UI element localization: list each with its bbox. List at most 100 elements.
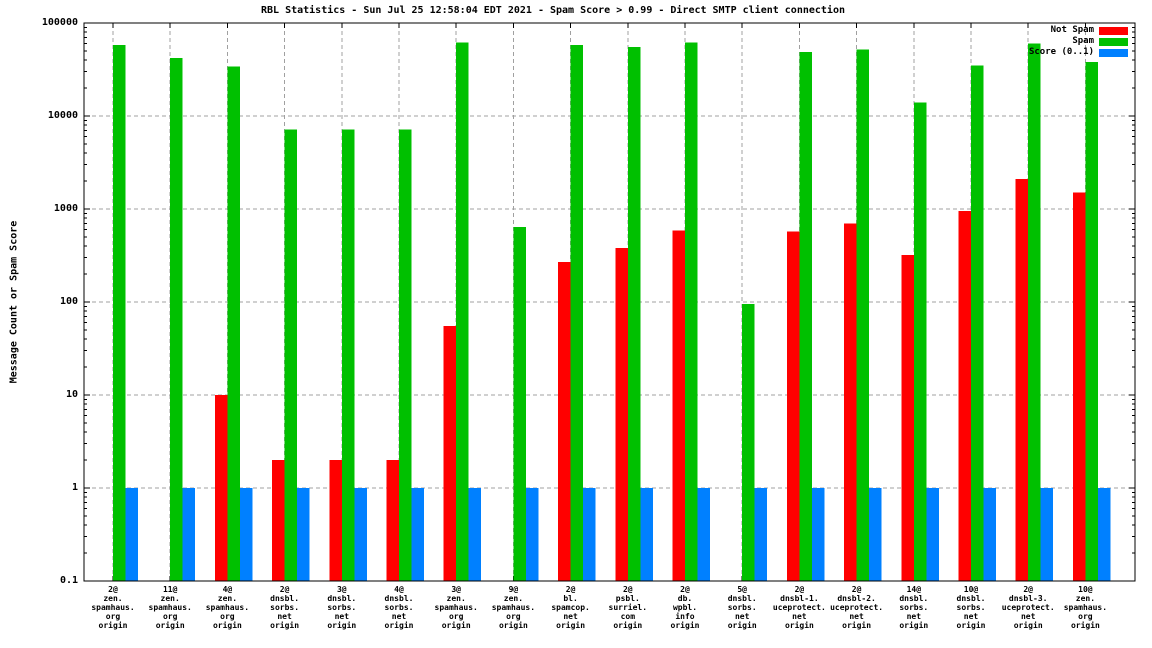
x-category-line: origin	[155, 621, 185, 630]
x-category-line: net	[1020, 612, 1036, 621]
x-category-line: dnsbl.	[270, 594, 300, 603]
x-category-line: 10@	[1078, 585, 1093, 594]
bar-spam	[913, 102, 927, 581]
x-category-line: origin	[556, 621, 586, 630]
x-category-line: 2@	[680, 585, 690, 594]
x-category-label: 5@ dnsbl. sorbs. net origin	[696, 585, 788, 630]
x-category-line: origin	[270, 621, 300, 630]
bar-score	[354, 488, 367, 581]
x-category-line: zen.	[160, 594, 180, 603]
x-category-line: 9@	[508, 585, 519, 594]
x-category-label: 9@ zen. spamhaus. org origin	[467, 585, 559, 630]
x-category-line: surriel.	[608, 603, 648, 612]
bar-score	[468, 488, 482, 581]
x-category-line: net	[792, 612, 807, 621]
bar-spam	[1085, 62, 1098, 581]
x-category-line: dnsbl.	[727, 594, 757, 603]
x-category-line: spamhaus.	[434, 603, 478, 612]
x-category-label: 2@ bl. spamcop. net origin	[525, 585, 617, 630]
bar-not-spam	[214, 395, 228, 581]
x-category-line: origin	[212, 621, 242, 630]
x-category-line: org	[162, 612, 178, 621]
legend-row: Not Spam	[1029, 25, 1128, 36]
x-category-line: origin	[613, 621, 643, 630]
x-category-line: net	[963, 612, 979, 621]
x-category-line: 14@	[906, 585, 922, 594]
bar-spam	[1028, 43, 1041, 581]
legend-row: Spam	[1029, 36, 1128, 47]
x-category-line: zen.	[1075, 594, 1096, 603]
x-category-line: origin	[727, 621, 757, 630]
x-category-label: 2@ zen. spamhaus. org origin	[67, 585, 159, 630]
x-category-line: origin	[784, 621, 814, 630]
x-category-label: 10@ dnsbl. sorbs. net origin	[925, 585, 1017, 630]
x-category-line: 11@	[162, 585, 178, 594]
x-category-line: net	[734, 612, 750, 621]
x-category-line: zen.	[446, 594, 466, 603]
x-category-line: 2@	[794, 585, 805, 594]
x-category-line: origin	[1013, 621, 1043, 630]
bar-spam	[399, 129, 412, 582]
x-category-line: origin	[1070, 621, 1100, 630]
legend-label: Score (0..1)	[1028, 47, 1094, 57]
x-category-line: bl.	[563, 594, 578, 603]
x-category-label: 2@ dnsbl-1. uceprotect. net origin	[753, 585, 845, 630]
x-category-label: 14@ dnsbl. sorbs. net origin	[868, 585, 960, 630]
y-tick-label: 1	[71, 482, 78, 493]
x-category-label: 2@ dnsbl. sorbs. net origin	[239, 585, 331, 630]
x-category-line: 2@	[851, 585, 862, 594]
x-category-line: dnsbl.	[327, 594, 357, 603]
legend-swatch-not-spam	[1099, 26, 1128, 35]
legend-label: Spam	[1072, 36, 1094, 46]
x-category-line: org	[448, 612, 464, 621]
bar-spam	[341, 129, 355, 582]
bar-spam	[170, 58, 183, 581]
bar-spam	[113, 45, 126, 581]
bar-spam	[513, 227, 526, 581]
x-category-line: 2@	[565, 585, 576, 594]
bar-not-spam	[558, 261, 571, 581]
y-tick-label: 1000	[53, 203, 78, 214]
bar-not-spam	[958, 211, 971, 581]
x-category-line: 3@	[336, 585, 347, 594]
x-category-line: spamhaus.	[1063, 603, 1108, 612]
x-category-line: zen.	[103, 594, 123, 603]
bar-not-spam	[672, 230, 685, 581]
bar-spam	[742, 304, 755, 581]
x-category-line: com	[620, 612, 636, 621]
bar-score	[811, 488, 825, 581]
x-category-line: 2@	[622, 585, 633, 594]
x-category-line: spamhaus.	[91, 603, 135, 612]
bar-score	[583, 488, 596, 581]
x-category-line: origin	[670, 621, 700, 630]
x-category-label: 3@ dnsbl. sorbs. net origin	[296, 585, 388, 630]
bar-score	[697, 488, 710, 581]
x-category-line: sorbs.	[384, 603, 414, 612]
x-category-line: uceprotect.	[830, 603, 884, 612]
x-category-line: zen.	[503, 594, 524, 603]
x-category-line: dnsbl-2.	[837, 594, 876, 603]
x-category-line: net	[334, 612, 350, 621]
bar-score	[869, 488, 882, 581]
bar-not-spam	[1072, 192, 1086, 581]
x-category-line: net	[906, 612, 922, 621]
bar-spam	[227, 66, 240, 582]
x-category-line: net	[391, 612, 407, 621]
x-category-line: org	[220, 612, 235, 621]
x-category-line: psbl.	[615, 594, 640, 603]
x-category-label: 2@ db. wpbl. info origin	[639, 585, 731, 630]
x-category-label: 2@ dnsbl-3. uceprotect. net origin	[982, 585, 1074, 630]
x-category-line: spamhaus.	[491, 603, 536, 612]
x-category-label: 4@ dnsbl. sorbs. net origin	[353, 585, 445, 630]
bar-spam	[971, 65, 984, 581]
bar-spam	[570, 45, 584, 581]
x-category-line: spamcop.	[551, 603, 590, 612]
x-category-line: origin	[98, 621, 128, 630]
x-category-label: 3@ zen. spamhaus. org origin	[410, 585, 502, 630]
x-category-line: 2@	[279, 585, 290, 594]
bar-score	[926, 488, 939, 581]
bar-score	[754, 488, 768, 581]
x-category-line: sorbs.	[270, 603, 300, 612]
x-category-line: origin	[956, 621, 986, 630]
